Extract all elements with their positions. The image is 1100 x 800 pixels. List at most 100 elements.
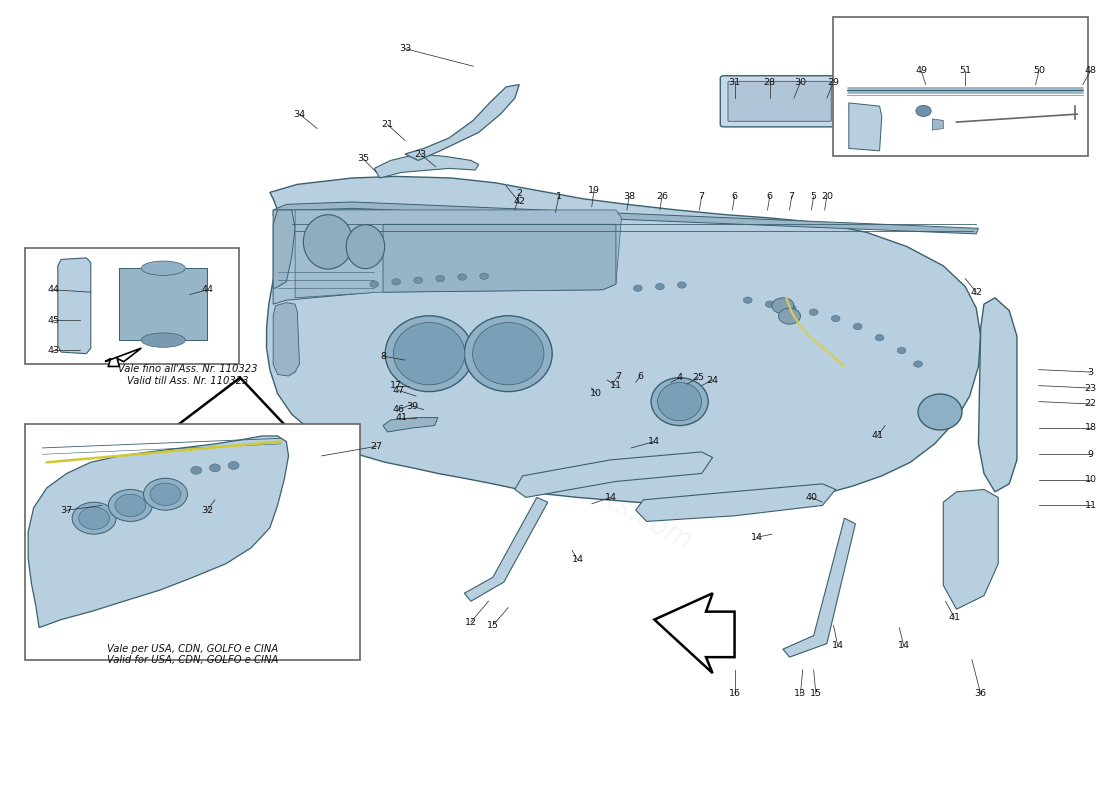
Circle shape <box>143 478 187 510</box>
Text: Vale per USA, CDN, GOLFO e CINA
Valid for USA, CDN, GOLFO e CINA: Vale per USA, CDN, GOLFO e CINA Valid fo… <box>108 643 278 665</box>
Circle shape <box>744 297 752 303</box>
Ellipse shape <box>473 322 544 385</box>
Text: 36: 36 <box>975 690 987 698</box>
Text: 41: 41 <box>871 431 883 441</box>
Text: 25: 25 <box>692 373 704 382</box>
Circle shape <box>876 334 884 341</box>
Text: 18: 18 <box>1085 423 1097 433</box>
Circle shape <box>109 490 152 522</box>
Ellipse shape <box>464 316 552 392</box>
Text: 9: 9 <box>1088 450 1093 459</box>
Text: 7: 7 <box>789 192 794 201</box>
Text: 51: 51 <box>959 66 971 75</box>
FancyBboxPatch shape <box>728 82 832 122</box>
Polygon shape <box>273 302 299 376</box>
Polygon shape <box>464 498 548 602</box>
Text: 5: 5 <box>811 192 816 201</box>
Text: 24: 24 <box>706 375 718 385</box>
Text: 47: 47 <box>393 386 405 395</box>
Text: 42: 42 <box>970 288 982 297</box>
Circle shape <box>414 277 422 283</box>
Polygon shape <box>119 268 207 340</box>
Polygon shape <box>944 490 998 610</box>
Polygon shape <box>636 484 836 522</box>
Ellipse shape <box>346 225 385 269</box>
Text: 17: 17 <box>390 381 403 390</box>
Text: 1: 1 <box>556 192 562 201</box>
Text: 43: 43 <box>47 346 59 355</box>
Text: 16: 16 <box>728 690 740 698</box>
Polygon shape <box>783 518 856 657</box>
Text: 14: 14 <box>750 533 762 542</box>
Circle shape <box>209 464 220 472</box>
Ellipse shape <box>385 316 473 392</box>
Circle shape <box>766 301 774 307</box>
Circle shape <box>114 494 145 517</box>
Ellipse shape <box>141 333 185 347</box>
Circle shape <box>79 507 110 530</box>
Text: parts for parts.com: parts for parts.com <box>448 405 696 555</box>
Text: 10: 10 <box>590 389 602 398</box>
Text: 35: 35 <box>358 154 370 163</box>
Text: 40: 40 <box>805 493 817 502</box>
Polygon shape <box>29 436 288 628</box>
Text: 14: 14 <box>604 493 616 502</box>
Circle shape <box>788 305 796 311</box>
FancyBboxPatch shape <box>25 248 239 364</box>
Circle shape <box>634 285 642 291</box>
Text: 15: 15 <box>487 621 499 630</box>
Circle shape <box>916 106 932 117</box>
Text: 37: 37 <box>60 506 73 514</box>
Text: 21: 21 <box>382 120 394 129</box>
Text: 14: 14 <box>572 555 583 564</box>
Circle shape <box>678 282 686 288</box>
Text: 8: 8 <box>379 351 386 361</box>
Text: 28: 28 <box>763 78 776 86</box>
Text: 23: 23 <box>1085 383 1097 393</box>
Polygon shape <box>58 258 91 354</box>
Text: 29: 29 <box>827 78 839 86</box>
Text: 32: 32 <box>201 506 213 514</box>
Circle shape <box>436 275 444 282</box>
Circle shape <box>370 281 378 287</box>
Circle shape <box>772 298 794 314</box>
Text: 31: 31 <box>728 78 740 86</box>
Ellipse shape <box>918 394 962 430</box>
Circle shape <box>392 278 400 285</box>
Polygon shape <box>383 224 616 292</box>
Text: 2: 2 <box>516 190 522 198</box>
Text: 27: 27 <box>371 442 383 451</box>
FancyBboxPatch shape <box>834 17 1088 157</box>
FancyBboxPatch shape <box>25 424 360 659</box>
Polygon shape <box>979 298 1016 492</box>
Circle shape <box>854 323 862 330</box>
Polygon shape <box>933 119 944 130</box>
Polygon shape <box>266 176 981 506</box>
Polygon shape <box>405 85 519 161</box>
Text: 26: 26 <box>656 192 668 201</box>
Polygon shape <box>273 210 380 304</box>
Text: 50: 50 <box>1033 66 1045 75</box>
Text: 46: 46 <box>393 405 405 414</box>
Text: 15: 15 <box>810 690 822 698</box>
Text: 7: 7 <box>698 192 705 201</box>
Text: 6: 6 <box>732 192 738 201</box>
Text: 13: 13 <box>794 690 806 698</box>
Circle shape <box>150 483 180 506</box>
Circle shape <box>832 315 840 322</box>
Circle shape <box>480 273 488 279</box>
Text: Vale fino all'Ass. Nr. 110323
Valid till Ass. Nr. 110323: Vale fino all'Ass. Nr. 110323 Valid till… <box>118 364 257 386</box>
Text: 34: 34 <box>294 110 306 118</box>
Circle shape <box>458 274 466 280</box>
Ellipse shape <box>651 378 708 426</box>
Circle shape <box>898 347 906 354</box>
Text: 33: 33 <box>399 44 411 53</box>
Text: 11: 11 <box>609 381 622 390</box>
Circle shape <box>810 309 818 315</box>
Circle shape <box>656 283 664 290</box>
Text: 14: 14 <box>832 642 844 650</box>
Circle shape <box>228 462 239 470</box>
Polygon shape <box>383 418 438 432</box>
Circle shape <box>190 466 201 474</box>
Polygon shape <box>374 154 478 178</box>
